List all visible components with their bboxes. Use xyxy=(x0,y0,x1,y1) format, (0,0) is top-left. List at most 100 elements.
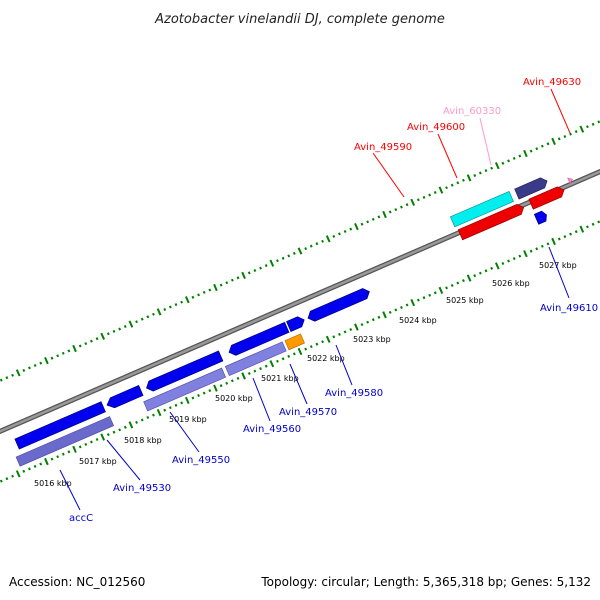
ring-minor-tick xyxy=(597,120,600,124)
ring-minor-tick xyxy=(67,349,71,353)
gene-label[interactable]: Avin_49610 xyxy=(540,303,598,314)
ring-minor-tick xyxy=(484,169,488,173)
feature-avin49530[interactable] xyxy=(105,385,144,410)
gene-label[interactable]: Avin_60330 xyxy=(443,106,501,117)
ring-minor-tick xyxy=(230,278,234,282)
ring-minor-tick xyxy=(400,205,403,209)
ring-minor-tick xyxy=(450,283,454,288)
ring-major-tick xyxy=(241,271,246,280)
ring-minor-tick xyxy=(11,373,14,377)
ring-minor-tick xyxy=(28,467,31,471)
feature-accC-shade[interactable] xyxy=(15,416,115,467)
ring-major-tick xyxy=(100,332,106,340)
ring-minor-tick xyxy=(343,330,347,334)
ring-minor-tick xyxy=(90,339,93,343)
accession-text: Accession: NC_012560 xyxy=(9,575,145,589)
leader-line xyxy=(169,411,200,453)
ring-minor-tick xyxy=(540,144,544,148)
ring-minor-tick xyxy=(78,445,82,449)
feature-avin49600-dark[interactable] xyxy=(514,176,550,200)
ring-minor-tick xyxy=(388,310,392,314)
ring-minor-tick xyxy=(416,298,420,302)
ring-minor-tick xyxy=(247,271,251,275)
gene-label[interactable]: accC xyxy=(69,513,93,524)
ring-minor-tick xyxy=(529,149,533,153)
feature-avin49610[interactable] xyxy=(533,210,548,225)
ring-minor-tick xyxy=(0,378,3,382)
gene-label[interactable]: Avin_49590 xyxy=(354,142,412,153)
gene-label[interactable]: Avin_49550 xyxy=(172,455,230,466)
ring-minor-tick xyxy=(281,357,285,361)
feature-avin49590[interactable] xyxy=(457,202,526,241)
feature-avin49560-shade[interactable] xyxy=(224,341,287,377)
gene-label[interactable]: Avin_49600 xyxy=(407,122,465,133)
ring-minor-tick xyxy=(33,464,37,468)
ring-minor-tick xyxy=(219,283,223,287)
ring-minor-tick xyxy=(247,371,251,376)
ring-minor-tick xyxy=(135,320,138,324)
ring-minor-tick xyxy=(507,259,510,263)
ring-minor-tick xyxy=(225,381,229,385)
ring-ticks xyxy=(15,125,585,478)
feature-avin49600[interactable] xyxy=(528,185,566,210)
ring-minor-tick xyxy=(433,191,437,194)
ring-minor-tick xyxy=(574,130,578,134)
feature-avin49570[interactable] xyxy=(286,315,306,332)
ring-minor-tick xyxy=(236,376,240,380)
ring-major-tick xyxy=(325,335,331,343)
feature-avin60330[interactable] xyxy=(567,176,574,185)
feature-avin49590-cyan[interactable] xyxy=(449,190,514,228)
kbp-label: 5021 kbp xyxy=(261,374,299,383)
ring-major-tick xyxy=(184,296,190,304)
ring-major-tick xyxy=(523,149,528,158)
ring-minor-tick xyxy=(343,229,347,234)
ring-major-tick xyxy=(213,283,218,292)
feature-avin49570-orange[interactable] xyxy=(284,333,305,351)
ring-major-tick xyxy=(579,125,585,133)
ring-major-tick xyxy=(494,162,500,170)
gene-label[interactable]: Avin_49580 xyxy=(325,388,383,399)
ring-minor-tick xyxy=(445,286,448,290)
ring-major-tick xyxy=(128,320,134,328)
ring-minor-tick xyxy=(168,305,172,309)
ring-minor-tick xyxy=(202,290,206,294)
ring-minor-tick xyxy=(0,479,3,483)
gene-label[interactable]: Avin_49530 xyxy=(113,483,171,494)
ring-minor-tick xyxy=(456,281,460,285)
leader-line xyxy=(479,117,492,166)
ring-minor-tick xyxy=(95,337,99,341)
gene-label[interactable]: Avin_49560 xyxy=(243,424,301,435)
ring-minor-tick xyxy=(236,276,240,280)
ring-minor-tick xyxy=(591,122,595,126)
ring-minor-tick xyxy=(338,332,341,336)
ring-minor-tick xyxy=(264,364,268,368)
ring-minor-tick xyxy=(197,293,200,297)
gene-label[interactable]: Avin_49630 xyxy=(523,77,581,88)
ring-minor-tick xyxy=(22,368,26,372)
ring-minor-tick xyxy=(349,327,353,332)
kbp-label: 5018 kbp xyxy=(124,436,162,445)
ring-minor-tick xyxy=(259,266,262,270)
ring-major-tick xyxy=(551,137,556,146)
ring-minor-tick xyxy=(56,455,60,459)
kbp-label: 5016 kbp xyxy=(34,479,72,488)
ring-minor-tick xyxy=(39,462,43,466)
ring-minor-tick xyxy=(371,318,375,322)
gene-label[interactable]: Avin_49570 xyxy=(279,407,337,418)
feature-avin49550[interactable] xyxy=(144,350,224,393)
ring-minor-tick xyxy=(535,147,539,151)
ring-minor-tick xyxy=(146,315,150,319)
ring-minor-tick xyxy=(563,235,567,239)
ring-minor-tick xyxy=(416,198,420,202)
feature-avin49550-shade[interactable] xyxy=(143,367,227,412)
feature-avin49580[interactable] xyxy=(306,287,372,324)
ring-major-tick xyxy=(100,433,106,441)
ring-minor-tick xyxy=(112,329,116,333)
feature-avin49560[interactable] xyxy=(227,321,290,357)
ring-minor-tick xyxy=(428,193,432,197)
feature-accC[interactable] xyxy=(14,401,106,450)
ring-minor-tick xyxy=(276,259,279,263)
ring-minor-tick xyxy=(180,300,184,304)
ring-major-tick xyxy=(184,396,190,405)
ring-minor-tick xyxy=(309,345,313,349)
